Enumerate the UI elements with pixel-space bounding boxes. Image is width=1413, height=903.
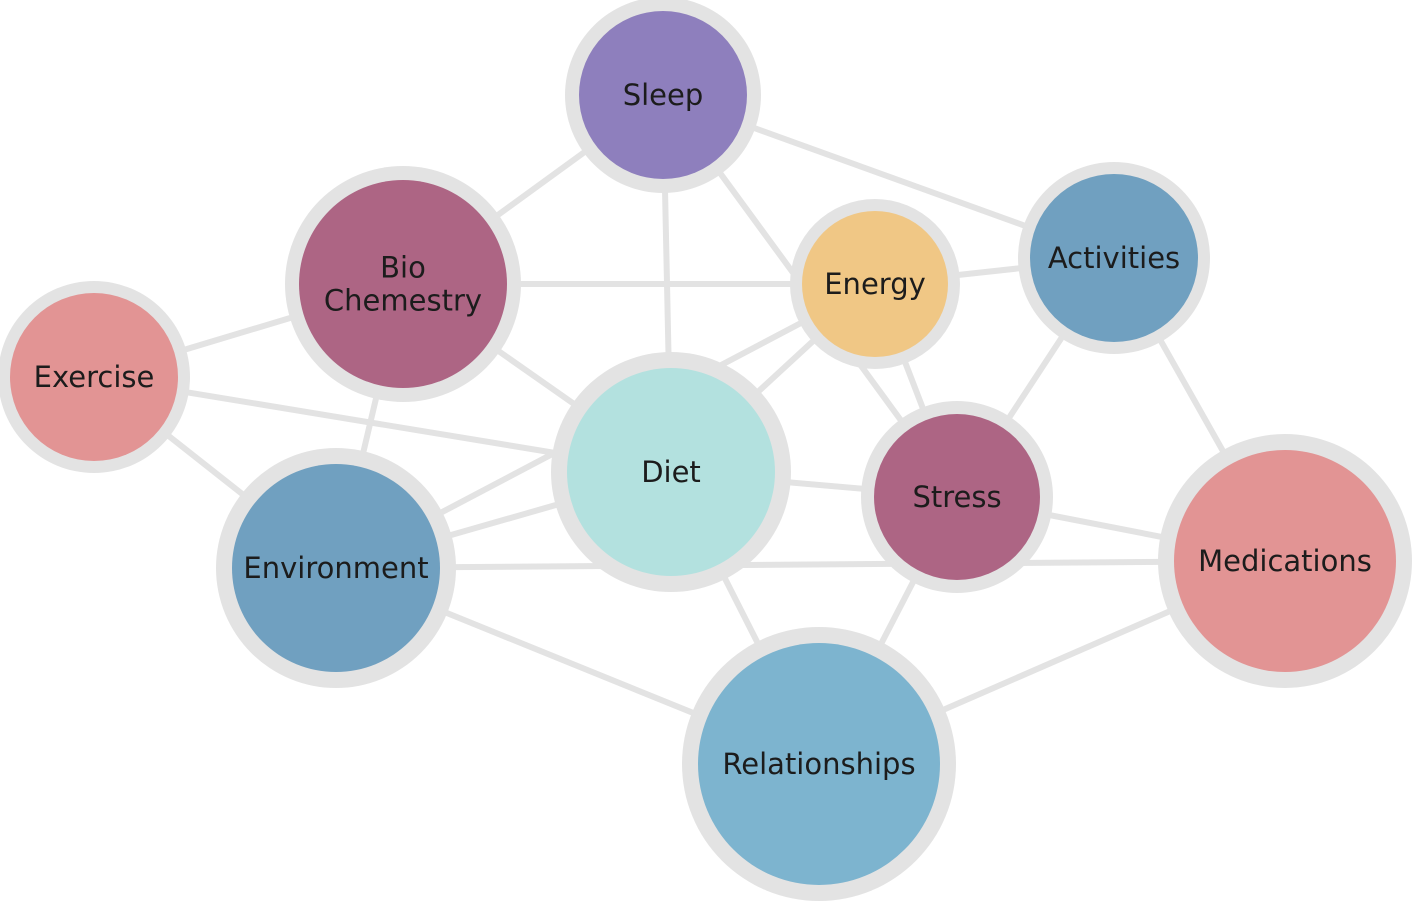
- node-circle-relationships: [698, 643, 940, 885]
- node-energy[interactable]: Energy: [790, 199, 960, 369]
- node-label-diet: Diet: [641, 455, 701, 489]
- node-stress[interactable]: Stress: [861, 401, 1053, 593]
- node-circle-diet: [567, 368, 775, 576]
- node-circle-environment: [232, 464, 440, 672]
- node-circle-activities: [1030, 174, 1198, 342]
- node-environment[interactable]: Environment: [216, 448, 456, 688]
- node-label-sleep: Sleep: [623, 78, 704, 112]
- node-sleep[interactable]: Sleep: [565, 0, 761, 193]
- node-label-relationships: Relationships: [722, 747, 915, 781]
- node-label-energy: Energy: [824, 267, 926, 301]
- node-label-biochem-1: Chemestry: [324, 284, 482, 318]
- node-label-activities: Activities: [1048, 241, 1180, 275]
- node-circle-medications: [1174, 450, 1396, 672]
- node-activities[interactable]: Activities: [1018, 162, 1210, 354]
- node-exercise[interactable]: Exercise: [0, 281, 190, 473]
- node-circle-energy: [802, 211, 948, 357]
- node-circle-stress: [874, 414, 1040, 580]
- node-label-biochem-0: Bio: [380, 251, 426, 285]
- node-label-environment: Environment: [243, 551, 428, 585]
- node-diet[interactable]: Diet: [551, 352, 791, 592]
- node-label-exercise: Exercise: [34, 360, 155, 394]
- node-circle-exercise: [10, 293, 178, 461]
- node-label-medications: Medications: [1198, 544, 1372, 578]
- node-circle-biochem: [299, 180, 507, 388]
- node-circle-sleep: [579, 11, 747, 179]
- edge-environment-medications: [333, 558, 1288, 571]
- node-label-stress: Stress: [912, 480, 1001, 514]
- node-medications[interactable]: Medications: [1158, 434, 1412, 688]
- node-relationships[interactable]: Relationships: [682, 627, 956, 901]
